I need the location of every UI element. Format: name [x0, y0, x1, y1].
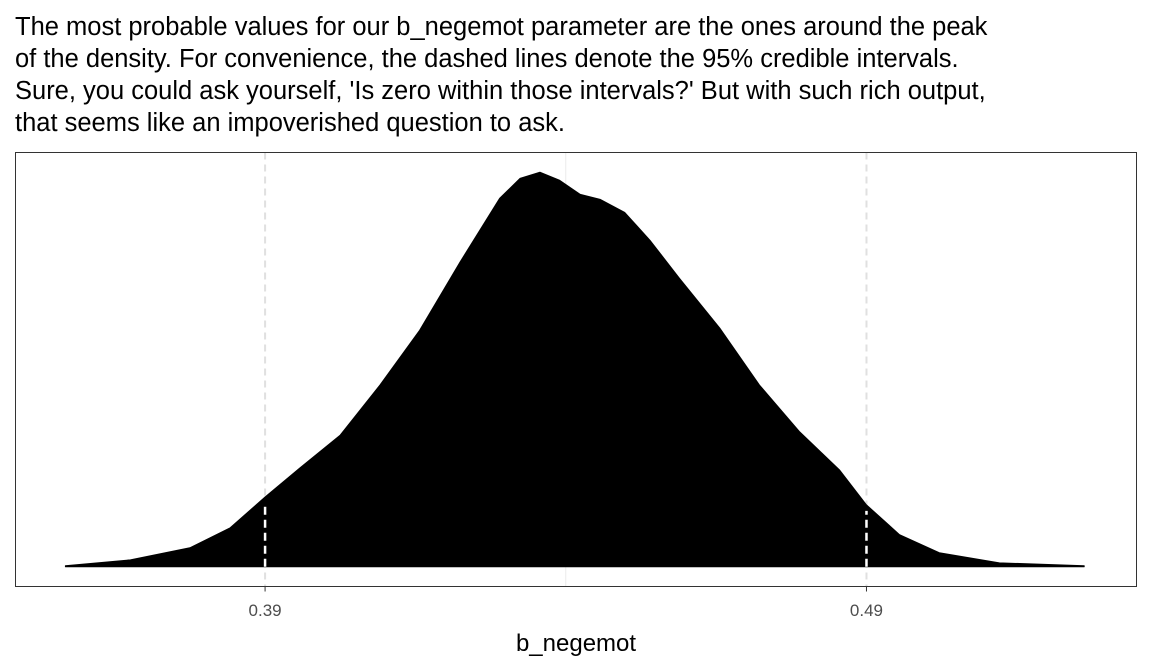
caption-line: that seems like an impoverished question… — [15, 109, 565, 137]
caption-line: The most probable values for our b_negem… — [15, 13, 988, 41]
caption-line: of the density. For convenience, the das… — [15, 45, 959, 73]
x-axis-label: b_negemot — [516, 630, 636, 657]
x-tick-label: 0.49 — [850, 601, 883, 620]
caption: The most probable values for our b_negem… — [15, 13, 988, 137]
x-tick-label: 0.39 — [249, 601, 282, 620]
density-area — [64, 171, 1085, 568]
panel-border — [15, 152, 1137, 587]
plot — [64, 152, 1085, 592]
caption-line: Sure, you could ask yourself, 'Is zero w… — [15, 77, 986, 105]
